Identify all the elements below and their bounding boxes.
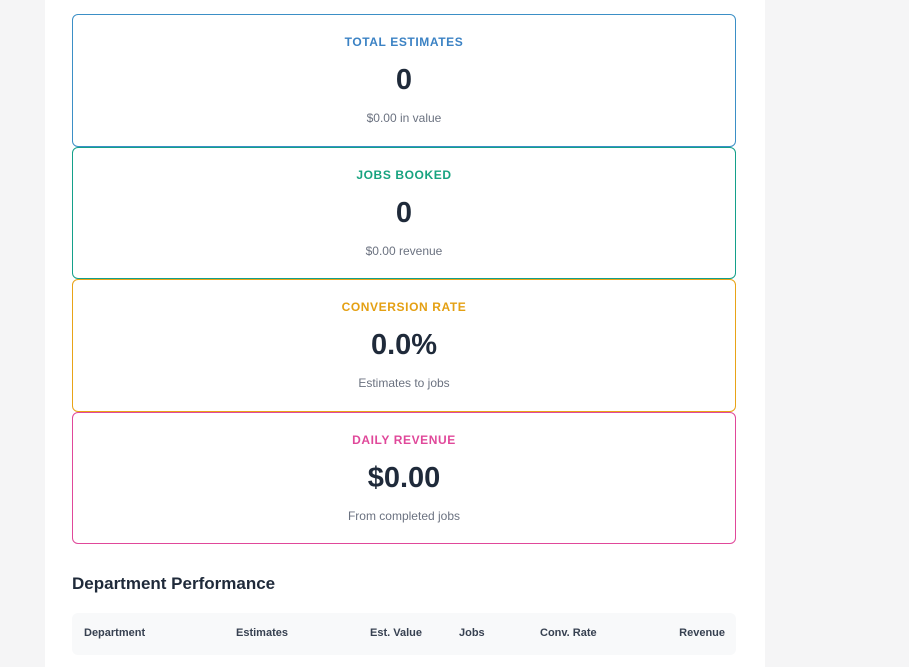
section-title: Department Performance: [72, 574, 276, 593]
total-estimates-card: TOTAL ESTIMATES 0 $0.00 in value: [72, 14, 736, 147]
card-subtitle: From completed jobs: [347, 509, 461, 523]
dashboard-panel: TOTAL ESTIMATES 0 $0.00 in value JOBS BO…: [45, 0, 765, 667]
table-header: Department Estimates Est. Value Jobs Con…: [72, 613, 736, 655]
card-value: 0.0%: [370, 329, 438, 361]
card-value: 0: [395, 197, 413, 229]
column-header-estimates[interactable]: Estimates: [236, 627, 288, 639]
card-value: $0.00: [367, 462, 441, 494]
card-subtitle: Estimates to jobs: [358, 376, 450, 390]
card-title: JOBS BOOKED: [356, 168, 452, 182]
card-subtitle: $0.00 revenue: [365, 244, 443, 258]
card-title: DAILY REVENUE: [352, 433, 456, 447]
conversion-rate-card: CONVERSION RATE 0.0% Estimates to jobs: [72, 279, 736, 412]
card-title: CONVERSION RATE: [341, 300, 467, 314]
card-subtitle: $0.00 in value: [366, 111, 442, 125]
card-value: 0: [395, 64, 413, 96]
column-header-conv-rate[interactable]: Conv. Rate: [540, 627, 597, 639]
column-header-est-value[interactable]: Est. Value: [370, 627, 422, 639]
column-header-jobs[interactable]: Jobs: [459, 627, 485, 639]
jobs-booked-card: JOBS BOOKED 0 $0.00 revenue: [72, 147, 736, 279]
column-header-department[interactable]: Department: [84, 627, 146, 639]
daily-revenue-card: DAILY REVENUE $0.00 From completed jobs: [72, 412, 736, 544]
card-title: TOTAL ESTIMATES: [344, 35, 464, 49]
column-header-revenue[interactable]: Revenue: [679, 627, 725, 639]
